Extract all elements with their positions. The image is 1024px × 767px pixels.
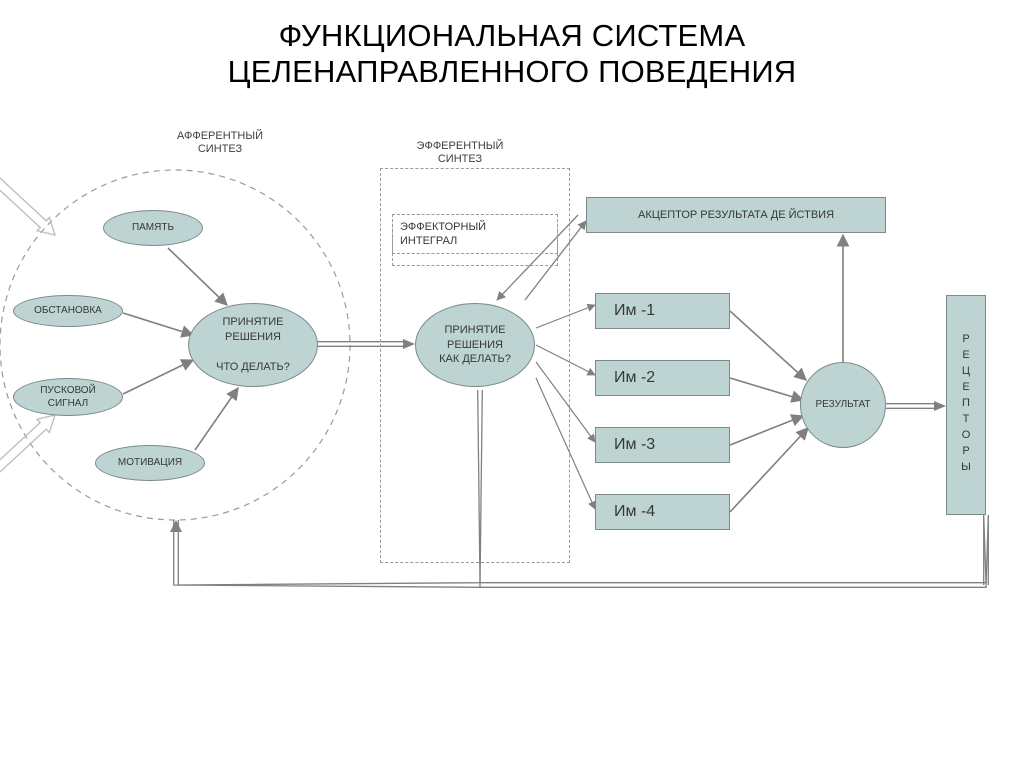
im-4-label: Им -4 <box>614 503 655 521</box>
node-motivation: МОТИВАЦИЯ <box>95 445 205 481</box>
im-2-label: Им -2 <box>614 369 655 387</box>
node-decide2-label: ПРИНЯТИЕРЕШЕНИЯКАК ДЕЛАТЬ? <box>439 323 511 368</box>
node-decision-how: ПРИНЯТИЕРЕШЕНИЯКАК ДЕЛАТЬ? <box>415 303 535 387</box>
node-environment: ОБСТАНОВКА <box>13 295 123 327</box>
node-trigger-label: ПУСКОВОЙСИГНАЛ <box>40 384 96 411</box>
im-box-1: Им -1 <box>595 293 730 329</box>
node-memory: ПАМЯТЬ <box>103 210 203 246</box>
im-1-label: Им -1 <box>614 302 655 320</box>
acceptor-label: АКЦЕПТОР РЕЗУЛЬТАТА ДЕ ЙСТВИЯ <box>638 209 834 221</box>
node-decision-what: ПРИНЯТИЕРЕШЕНИЯЧТО ДЕЛАТЬ? <box>188 303 318 387</box>
node-motive-label: МОТИВАЦИЯ <box>118 456 182 470</box>
node-decide1-label: ПРИНЯТИЕРЕШЕНИЯЧТО ДЕЛАТЬ? <box>216 315 290 374</box>
acceptor-box: АКЦЕПТОР РЕЗУЛЬТАТА ДЕ ЙСТВИЯ <box>586 197 886 233</box>
node-result-label: РЕЗУЛЬТАТ <box>816 398 871 412</box>
im-3-label: Им -3 <box>614 436 655 454</box>
node-trigger: ПУСКОВОЙСИГНАЛ <box>13 378 123 416</box>
im-box-4: Им -4 <box>595 494 730 530</box>
effector-integral-label: ЭФФЕКТОРНЫЙИНТЕГРАЛ <box>400 220 486 249</box>
node-memory-label: ПАМЯТЬ <box>132 221 174 235</box>
im-box-2: Им -2 <box>595 360 730 396</box>
receptors-label: РЕЦЕПТОРЫ <box>960 333 972 477</box>
receptors-box: РЕЦЕПТОРЫ <box>946 295 986 515</box>
node-env-label: ОБСТАНОВКА <box>34 304 102 318</box>
node-result: РЕЗУЛЬТАТ <box>800 362 886 448</box>
im-box-3: Им -3 <box>595 427 730 463</box>
